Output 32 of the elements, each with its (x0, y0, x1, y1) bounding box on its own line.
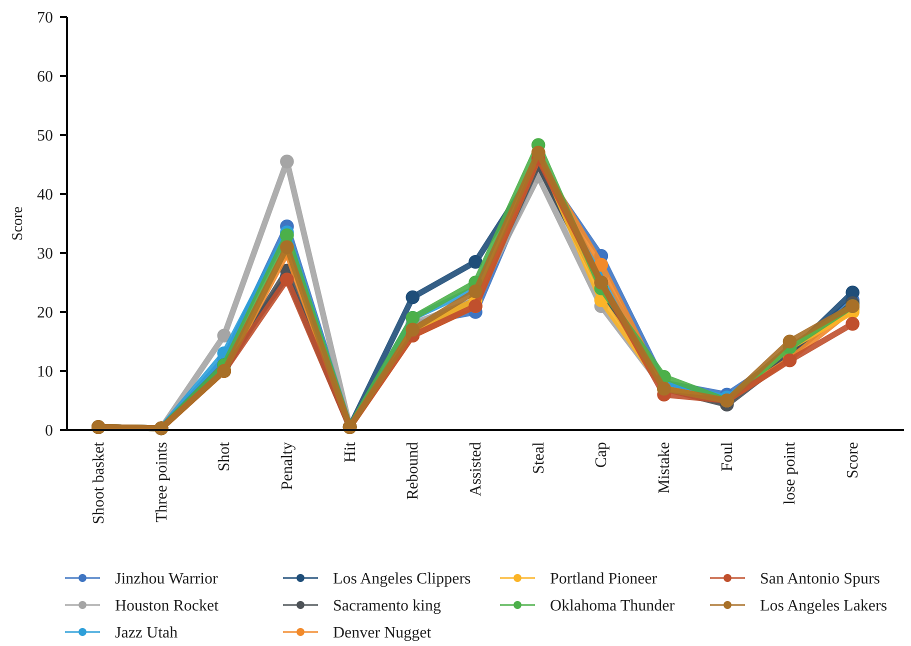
legend-label: Denver Nugget (333, 624, 432, 642)
x-tick-label: Rebound (404, 442, 422, 500)
x-tick-label: Score (844, 442, 862, 478)
x-tick-label: Assisted (468, 442, 484, 496)
x-tick-label: Shoot basket (90, 441, 108, 524)
y-tick-label: 50 (37, 128, 53, 145)
x-tick-label: Shot (216, 441, 234, 472)
y-tick-label: 0 (45, 422, 53, 440)
x-tick-label: Cap (593, 442, 610, 468)
legend-label: Sacramento king (333, 598, 441, 615)
y-tick-label: 60 (37, 68, 53, 86)
legend-label: Jazz Utah (115, 624, 178, 642)
y-tick-label: 10 (37, 364, 53, 381)
x-tick-label: lose point (782, 441, 799, 505)
y-tick-label: 40 (37, 186, 53, 204)
y-axis-title: Score (10, 206, 26, 241)
legend-label: Los Angeles Lakers (760, 598, 888, 615)
x-tick-label: Penalty (278, 442, 296, 490)
x-tick-label: Mistake (656, 442, 674, 494)
legend-label: Houston Rocket (115, 598, 220, 615)
x-tick-label: Steal (530, 441, 548, 474)
legend-label: Jinzhou Warrior (115, 570, 219, 588)
legend-label: San Antonio Spurs (760, 570, 880, 588)
legend-label: Oklahoma Thunder (550, 598, 676, 615)
legend-label: Los Angeles Clippers (333, 570, 471, 588)
y-tick-label: 70 (37, 10, 53, 27)
x-tick-label: Foul (718, 441, 736, 472)
x-tick-label: Three points (153, 442, 170, 522)
x-tick-label: Hit (342, 441, 359, 462)
legend-label: Portland Pioneer (550, 570, 658, 588)
y-tick-label: 30 (37, 246, 53, 263)
y-tick-label: 20 (37, 304, 53, 322)
